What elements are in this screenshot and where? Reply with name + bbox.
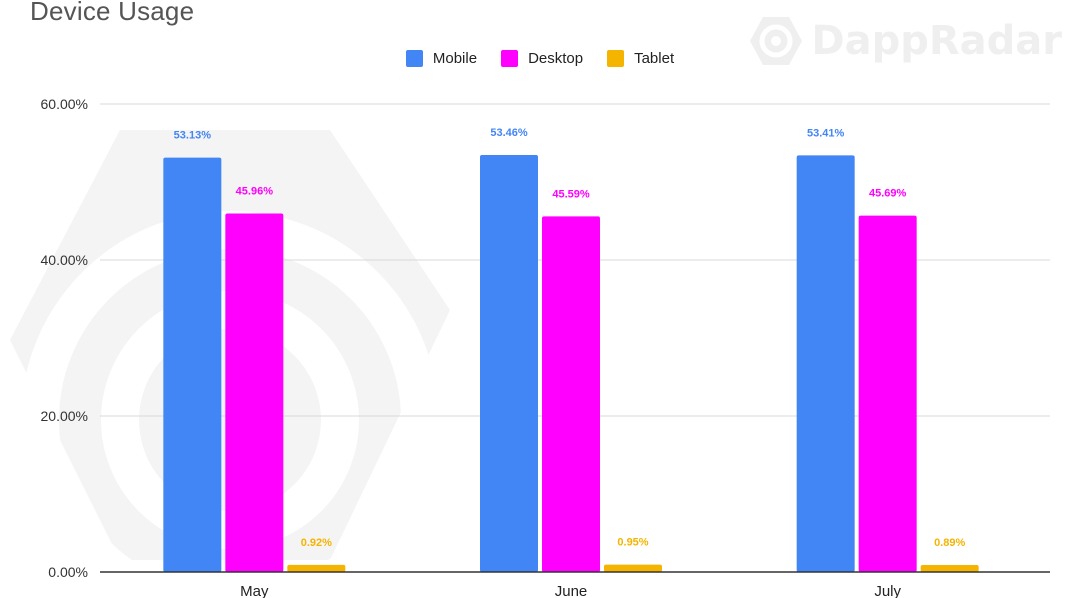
data-label-mobile-june: 53.46%: [490, 127, 528, 139]
bar-mobile-june: [480, 155, 538, 572]
legend-swatch-tablet: [607, 50, 625, 67]
data-label-desktop-july: 45.69%: [869, 188, 907, 200]
y-tick-label: 40.00%: [41, 252, 88, 268]
brand-watermark: DappRadar: [749, 14, 1062, 68]
bar-tablet-july: [920, 565, 979, 572]
data-label-mobile-july: 53.41%: [807, 127, 845, 139]
x-tick-label: July: [874, 583, 901, 598]
y-tick-label: 60.00%: [41, 96, 88, 112]
legend-label-mobile: Mobile: [432, 50, 478, 67]
legend-item-tablet: Tablet: [607, 50, 674, 67]
data-label-tablet-july: 0.89%: [934, 537, 965, 549]
bar-mobile-may: [163, 157, 222, 572]
y-tick-label: 0.00%: [48, 564, 88, 580]
legend-swatch-desktop: [501, 50, 519, 67]
bar-tablet-may: [287, 564, 346, 572]
data-label-mobile-may: 53.13%: [174, 130, 212, 142]
dappradar-logo-icon: [750, 17, 803, 65]
data-label-desktop-may: 45.96%: [236, 186, 274, 198]
y-tick-label: 20.00%: [41, 408, 88, 424]
legend-item-mobile: Mobile: [405, 50, 478, 67]
bar-tablet-june: [604, 564, 662, 572]
legend-label-desktop: Desktop: [528, 50, 584, 67]
brand-name: DappRadar: [811, 18, 1062, 64]
x-tick-label: May: [240, 583, 269, 598]
page-title: Device Usage: [30, 0, 195, 26]
data-label-tablet-may: 0.92%: [301, 537, 332, 549]
x-tick-label: June: [555, 583, 588, 598]
bar-mobile-july: [796, 155, 855, 573]
bar-desktop-june: [542, 216, 600, 572]
data-label-desktop-june: 45.59%: [552, 188, 590, 200]
legend-label-tablet: Tablet: [634, 50, 675, 67]
data-label-tablet-june: 0.95%: [617, 537, 648, 549]
legend-swatch-mobile: [405, 50, 423, 67]
bar-desktop-july: [858, 215, 917, 573]
legend-item-desktop: Desktop: [501, 50, 583, 67]
bar-desktop-may: [225, 213, 284, 572]
chart-legend: Mobile Desktop Tablet: [0, 50, 1080, 67]
